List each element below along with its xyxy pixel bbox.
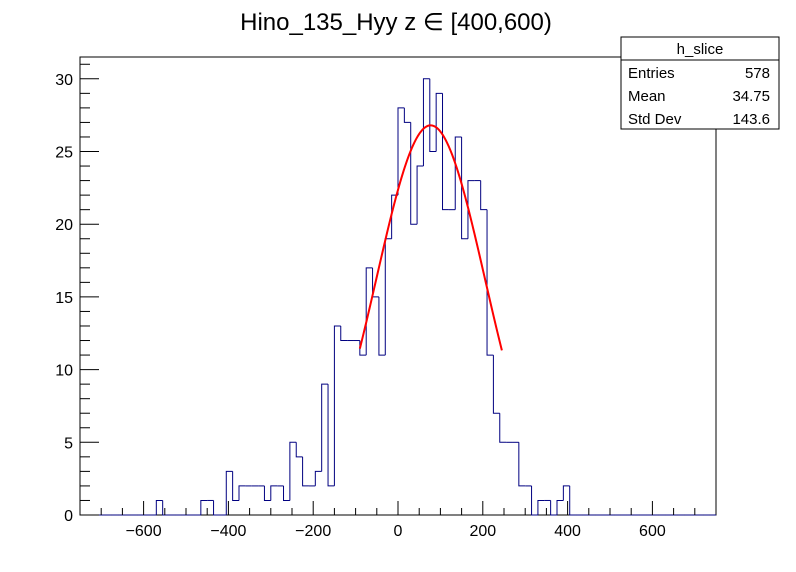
histogram-bin [410, 122, 418, 225]
y-tick-label: 25 [55, 145, 73, 162]
histogram-bin [467, 180, 475, 239]
histogram-bin [340, 325, 348, 342]
histogram-bin [499, 413, 507, 443]
histogram-bin [416, 165, 424, 225]
histogram-bin [442, 93, 449, 211]
histogram-bin [397, 107, 405, 196]
y-tick-label: 0 [64, 508, 73, 525]
y-tick-label: 10 [55, 363, 73, 380]
histogram-bin [213, 500, 220, 516]
histogram-bin [162, 500, 170, 516]
y-tick-label: 20 [55, 217, 73, 234]
histogram-bin [403, 107, 411, 123]
x-tick-label: −400 [210, 523, 246, 540]
histogram-bin [562, 485, 570, 501]
histogram-bin [518, 442, 526, 487]
histogram-bin [550, 500, 557, 516]
stats-box-title: h_slice [677, 41, 724, 58]
stats-box: h_slice Entries 578 Mean 34.75 Std Dev 1… [620, 36, 780, 130]
histogram-bin [454, 136, 462, 210]
x-tick-label: 600 [639, 523, 666, 540]
histogram-bin [537, 499, 545, 515]
y-tick-label: 15 [55, 290, 73, 307]
histogram-bin [556, 499, 564, 515]
histogram-bin [429, 78, 437, 153]
y-tick-label: 30 [55, 72, 73, 89]
x-tick-label: 0 [394, 523, 403, 540]
gaussian-fit-line [358, 124, 503, 351]
histogram-bin [225, 470, 233, 515]
histogram-bars [80, 78, 716, 516]
histogram-bin [531, 485, 538, 516]
histogram-bin [321, 383, 329, 472]
y-tick-label: 5 [64, 435, 73, 452]
histogram-bin [435, 92, 443, 152]
x-axis: −600 −400 −200 0 200 400 600 [100, 501, 696, 540]
stats-entries-label: Entries [628, 65, 675, 82]
histogram-bin [569, 485, 577, 516]
x-tick-label: 400 [554, 523, 581, 540]
histogram-bin [378, 296, 386, 356]
histogram-bin [270, 485, 278, 501]
stats-mean-value: 34.75 [732, 88, 770, 105]
x-tick-label: −600 [126, 523, 162, 540]
stats-stddev-value: 143.6 [732, 111, 770, 128]
histogram-bin [492, 355, 500, 414]
histogram-bin [480, 180, 488, 211]
y-axis: 0 5 10 15 20 25 30 [55, 63, 99, 525]
stats-box-frame [620, 36, 780, 130]
stats-entries-value: 578 [745, 65, 770, 82]
histogram-bin [422, 78, 430, 167]
x-tick-label: −200 [295, 523, 331, 540]
x-tick-label: 200 [469, 523, 496, 540]
histogram-bin [155, 499, 163, 515]
histogram-bin [333, 325, 341, 486]
histogram-bin [289, 441, 297, 501]
histogram-bin [327, 384, 335, 487]
histogram-bin [232, 471, 239, 501]
histogram-bin [238, 485, 246, 501]
histogram-bin [283, 485, 290, 501]
chart-title: Hino_135_Hyy z ∈ [400,600) [240, 9, 552, 36]
histogram-bin [263, 485, 271, 501]
histogram-bin [461, 136, 468, 240]
stats-mean-label: Mean [628, 88, 666, 105]
histogram-bin [314, 470, 322, 486]
histogram-bin [200, 499, 208, 515]
histogram-bin [295, 442, 303, 458]
histogram-bin [302, 456, 309, 487]
stats-stddev-label: Std Dev [628, 111, 682, 128]
histogram-bin [486, 209, 494, 356]
